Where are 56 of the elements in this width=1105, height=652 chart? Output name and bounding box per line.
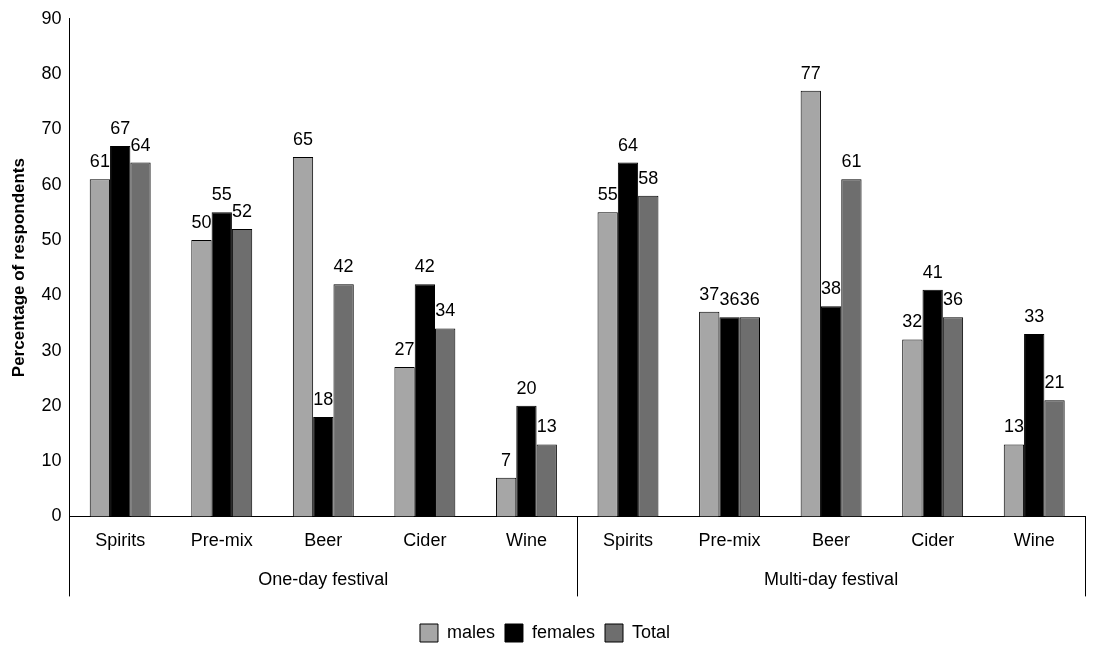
y-tick-label: 80 [41,63,62,84]
data-label: 64 [130,134,151,155]
data-label: 61 [841,151,862,172]
data-label: 27 [394,339,415,360]
data-label: 55 [211,184,232,205]
y-tick-label: 40 [41,284,62,305]
data-label: 64 [617,134,639,155]
x-tick-label: Wine [1013,530,1055,551]
y-tick-label: 30 [41,339,62,360]
y-tick-label: 10 [41,450,62,471]
data-label: 7 [501,449,512,470]
data-label: 33 [1024,305,1045,326]
legend-label: males [446,621,495,642]
y-tick-label: 90 [41,7,62,28]
data-label: 13 [536,416,557,437]
y-tick-label: 20 [41,394,62,415]
x-tick-label: Pre-mix [190,530,253,551]
data-label: 20 [516,377,537,398]
y-tick-label: 0 [51,505,62,526]
data-label: 34 [435,300,456,321]
legend-label: Total [632,621,671,642]
y-tick-label: 70 [41,118,62,139]
text: Multi-day festival [764,569,899,590]
data-label: 38 [821,278,842,299]
y-tick-label: 50 [41,228,62,249]
x-tick-label: Wine [505,530,547,551]
data-label: 67 [110,117,131,138]
data-label: 58 [638,167,659,188]
data-label: 77 [800,62,821,83]
x-tick-label: Beer [304,530,343,551]
data-label: 42 [414,256,435,277]
x-tick-label: Cider [403,530,447,551]
x-tick-label: Cider [911,530,955,551]
data-label: 36 [942,289,963,310]
data-label: 42 [333,256,354,277]
data-label: 36 [739,289,760,310]
y-tick-label: 60 [41,173,62,194]
data-label: 18 [313,388,334,409]
data-label: 55 [597,184,618,205]
data-label: 65 [292,128,314,149]
x-tick-label: Pre-mix [698,530,761,551]
x-tick-label: Spirits [95,530,146,551]
data-label: 13 [1003,416,1024,437]
data-label: 41 [922,261,943,282]
x-tick-label: Spirits [602,530,653,551]
data-label: 61 [89,151,110,172]
legend-label: females [531,621,596,642]
data-label: 52 [232,200,253,221]
data-label: 21 [1044,372,1065,393]
data-label: 36 [719,289,740,310]
x-tick-label: Beer [812,530,851,551]
y-axis-title: Percentage of respondents [8,158,28,378]
data-label: 37 [699,283,720,304]
data-label: 32 [902,311,923,332]
text: One-day festival [258,569,389,590]
data-label: 50 [191,211,212,232]
